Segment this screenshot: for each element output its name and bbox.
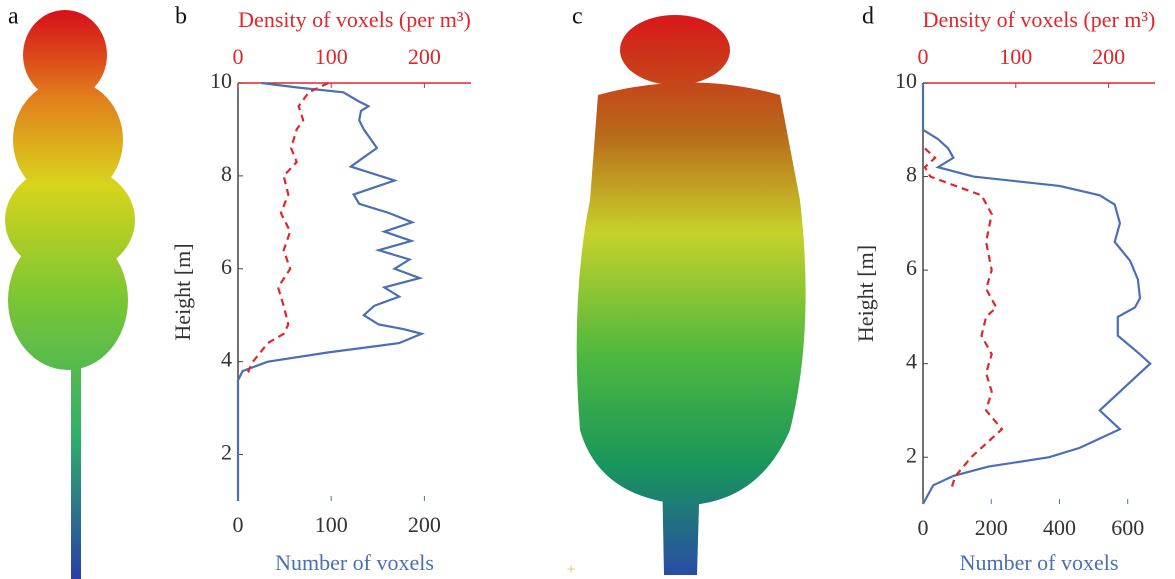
x2-tick-label: 0 — [918, 44, 929, 69]
y-tick-label: 8 — [906, 162, 917, 187]
y-axis-title: Height [m] — [170, 243, 195, 340]
x-axis-title: Number of voxels — [960, 550, 1119, 575]
y-tick-label: 4 — [221, 347, 232, 372]
tree-c — [576, 15, 806, 575]
y-tick-label: 2 — [906, 442, 917, 467]
data-line — [236, 81, 426, 501]
x2-tick-label: 100 — [315, 44, 348, 69]
x-tick-label: 200 — [408, 512, 441, 537]
y-tick-label: 6 — [221, 254, 232, 279]
data-line — [246, 82, 329, 377]
tree-a — [5, 10, 135, 579]
y-tick-label: 10 — [895, 68, 917, 93]
x2-tick-label: 0 — [233, 44, 244, 69]
x-tick-label: 100 — [315, 512, 348, 537]
y-tick-label: 10 — [210, 68, 232, 93]
panel-label: d — [862, 4, 874, 30]
y-tick-label: 4 — [906, 349, 917, 374]
x-tick-label: 400 — [1043, 515, 1076, 540]
x2-axis-title: Density of voxels (per m³) — [238, 7, 471, 32]
data-line — [921, 83, 1152, 505]
y-tick-label: 2 — [221, 440, 232, 465]
x2-tick-label: 200 — [1092, 44, 1125, 69]
y-tick-label: 6 — [906, 255, 917, 280]
x2-tick-label: 100 — [999, 44, 1032, 69]
x-tick-label: 600 — [1111, 515, 1144, 540]
data-line — [923, 147, 1004, 491]
y-axis-title: Height [m] — [853, 245, 878, 342]
x-tick-label: 200 — [975, 515, 1008, 540]
panel-label: a — [8, 4, 19, 30]
x2-tick-label: 200 — [408, 44, 441, 69]
crosshair: + — [566, 562, 575, 579]
panel-label: b — [175, 4, 187, 30]
panel-label: c — [572, 4, 583, 30]
x-axis-title: Number of voxels — [275, 550, 434, 575]
y-tick-label: 8 — [221, 161, 232, 186]
x-tick-label: 0 — [233, 512, 244, 537]
x2-axis-title: Density of voxels (per m³) — [923, 7, 1156, 32]
x-tick-label: 0 — [918, 515, 929, 540]
